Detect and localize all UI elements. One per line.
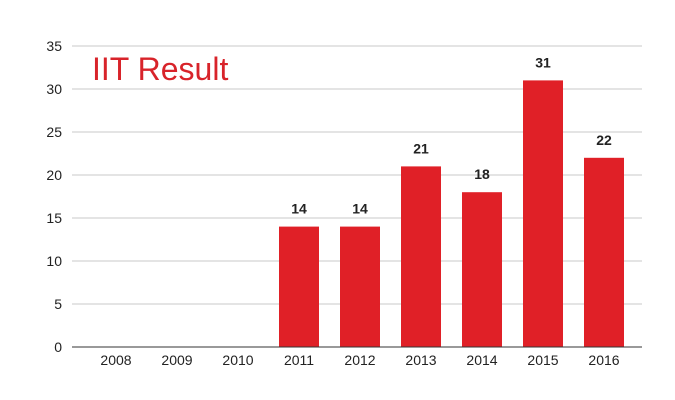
bar-2015 (523, 80, 563, 348)
y-tick-label: 5 (54, 296, 62, 312)
bar-2012 (340, 226, 380, 347)
x-tick-label-2009: 2009 (161, 352, 192, 368)
chart-title: IIT Result (92, 51, 228, 87)
data-label-2014: 18 (474, 166, 490, 182)
gridlines (72, 45, 642, 305)
x-tick-label-2011: 2011 (284, 352, 314, 368)
data-label-2012: 14 (352, 201, 368, 217)
x-tick-label-2008: 2008 (100, 352, 131, 368)
data-label-2013: 21 (413, 140, 429, 156)
x-tick-label-2014: 2014 (466, 352, 497, 368)
bar-2011 (279, 226, 319, 347)
y-tick-label: 30 (46, 81, 62, 97)
y-tick-label: 10 (46, 253, 62, 269)
data-labels: 14 14 21 18 31 22 (291, 54, 612, 216)
y-tick-label: 35 (46, 38, 62, 54)
y-tick-label: 20 (46, 167, 62, 183)
data-label-2011: 14 (291, 201, 307, 217)
x-tick-label-2010: 2010 (222, 352, 253, 368)
y-axis-tick-labels: 0 5 10 15 20 25 30 35 (46, 38, 62, 355)
x-tick-label-2013: 2013 (405, 352, 436, 368)
x-tick-label-2012: 2012 (344, 352, 375, 368)
y-tick-label: 0 (54, 339, 62, 355)
x-axis-tick-labels: 2008 2009 2010 2011 2012 2013 2014 2015 2016 (100, 352, 619, 368)
bar-2016 (584, 157, 624, 347)
data-label-2015: 31 (535, 54, 551, 70)
data-label-2016: 22 (596, 132, 612, 148)
x-tick-label-2016: 2016 (588, 352, 619, 368)
y-tick-label: 15 (46, 210, 62, 226)
bars (279, 80, 624, 348)
y-tick-label: 25 (46, 124, 62, 140)
bar-2014 (462, 192, 502, 347)
x-tick-label-2015: 2015 (527, 352, 558, 368)
bar-2013 (401, 166, 441, 347)
